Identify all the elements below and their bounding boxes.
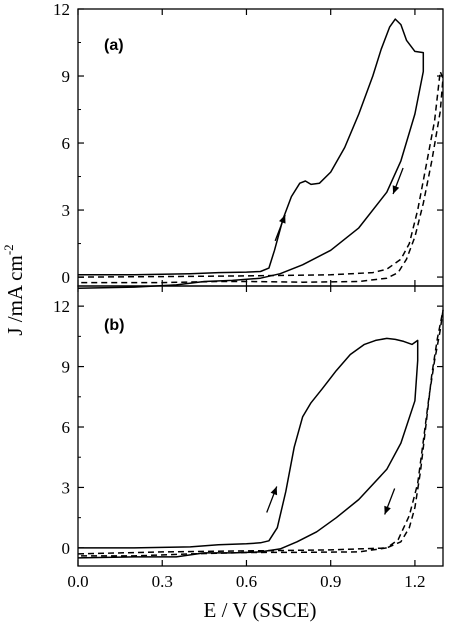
panel-b-y-tick-label: 12 xyxy=(53,297,70,316)
panel-b-label: (b) xyxy=(104,317,124,334)
panel-a-label: (a) xyxy=(104,37,124,54)
panel-a-y-tick-label: 6 xyxy=(62,134,71,153)
panel-b-plot: 0 3 6 9 12 xyxy=(53,286,444,566)
panel-a-y-tick-label: 0 xyxy=(62,268,71,287)
y-axis-title: J /mA cm-2 xyxy=(1,244,27,335)
x-tick-label: 0.3 xyxy=(152,572,173,591)
x-tick-label: 1.2 xyxy=(404,572,425,591)
x-axis: 0.0 0.3 0.6 0.9 1.2 xyxy=(67,572,425,591)
panel-b-y-tick-label: 0 xyxy=(62,539,71,558)
panel-a-series-dashed xyxy=(77,70,444,284)
panel-b-series-dashed xyxy=(77,309,444,557)
panel-b-y-tick-label: 6 xyxy=(62,418,71,437)
y-axis-title-superscript: -2 xyxy=(1,244,16,255)
panel-a-scan-arrow-head xyxy=(392,185,400,194)
panel-a-y-tick-label: 12 xyxy=(53,0,70,19)
x-tick-label: 0.6 xyxy=(236,572,257,591)
panel-a-series-solid xyxy=(77,18,425,289)
panel-a-plot: 0 3 6 9 12 xyxy=(53,0,444,289)
x-tick-label: 0.9 xyxy=(320,572,341,591)
panel-b-series-solid xyxy=(77,337,419,559)
x-tick-label: 0.0 xyxy=(67,572,88,591)
panel-a: (a) 0 3 6 9 12 xyxy=(53,0,444,289)
panel-b: (b) 0 3 6 9 12 xyxy=(53,285,444,567)
x-axis-title: E / V (SSCE) xyxy=(204,598,317,622)
panel-a-y-tick-label: 9 xyxy=(62,67,71,86)
panel-b-y-tick-label: 9 xyxy=(62,358,71,377)
panel-b-y-tick-label: 3 xyxy=(62,478,71,497)
panel-a-frame xyxy=(77,8,444,287)
y-axis-title-main: J /mA cm xyxy=(3,255,27,336)
panel-b-frame xyxy=(77,285,444,567)
panel-b-scan-arrow-head xyxy=(384,505,391,515)
svg-text:J /mA cm-2: J /mA cm-2 xyxy=(1,244,27,335)
panel-a-y-tick-label: 3 xyxy=(62,201,71,220)
panel-b-scan-arrow-head xyxy=(270,486,278,496)
panel-a-scan-arrow-head xyxy=(279,214,286,224)
